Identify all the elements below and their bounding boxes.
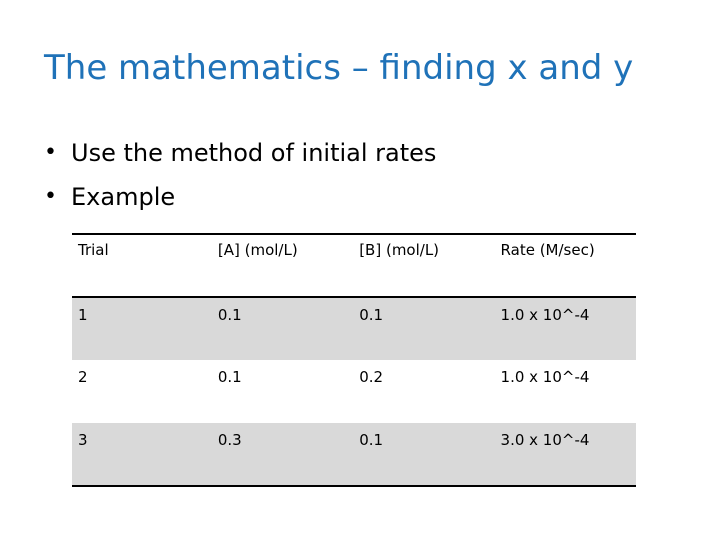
slide-title: The mathematics – finding x and y xyxy=(44,48,634,88)
header-trial: Trial xyxy=(78,241,109,259)
bullet-item: • Use the method of initial rates xyxy=(44,131,436,175)
table-row: 2 0.1 0.2 1.0 x 10^-4 xyxy=(72,360,636,423)
cell-trial: 1 xyxy=(78,306,88,324)
cell-rate: 1.0 x 10^-4 xyxy=(500,306,590,324)
cell-concentration-b: 0.1 xyxy=(359,431,384,449)
header-concentration-a: [A] (mol/L) xyxy=(217,241,298,259)
bullet-text: Use the method of initial rates xyxy=(71,139,437,167)
bullet-text: Example xyxy=(71,183,176,211)
table-row: 1 0.1 0.1 1.0 x 10^-4 xyxy=(72,297,636,360)
table-header-row: Trial [A] (mol/L) [B] (mol/L) Rate (M/se… xyxy=(72,234,636,297)
bullet-dot-icon: • xyxy=(44,140,57,165)
cell-trial: 2 xyxy=(78,368,88,386)
cell-concentration-a: 0.1 xyxy=(217,368,242,386)
bullet-list: • Use the method of initial rates • Exam… xyxy=(44,131,436,219)
cell-concentration-a: 0.3 xyxy=(217,431,242,449)
rates-table: Trial [A] (mol/L) [B] (mol/L) Rate (M/se… xyxy=(72,233,636,487)
cell-trial: 3 xyxy=(78,431,88,449)
cell-concentration-a: 0.1 xyxy=(217,306,242,324)
cell-rate: 3.0 x 10^-4 xyxy=(500,431,590,449)
cell-concentration-b: 0.1 xyxy=(359,306,384,324)
cell-rate: 1.0 x 10^-4 xyxy=(500,368,590,386)
table-row: 3 0.3 0.1 3.0 x 10^-4 xyxy=(72,423,636,486)
header-rate: Rate (M/sec) xyxy=(500,241,595,259)
bullet-dot-icon: • xyxy=(44,184,57,209)
cell-concentration-b: 0.2 xyxy=(359,368,384,386)
bullet-item: • Example xyxy=(44,175,436,219)
header-concentration-b: [B] (mol/L) xyxy=(359,241,440,259)
